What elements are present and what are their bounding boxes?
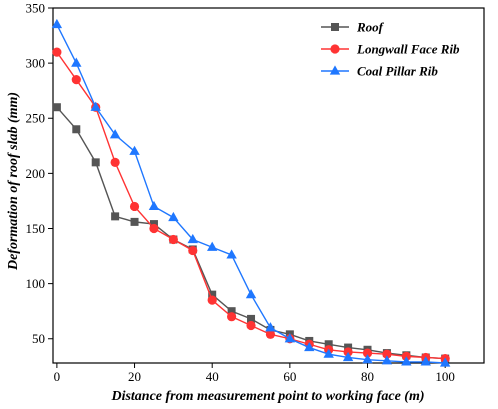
point-s2-14 bbox=[323, 348, 334, 358]
point-s1-11 bbox=[265, 329, 276, 339]
point-s2-10 bbox=[245, 289, 257, 299]
y-tick-label-1: 100 bbox=[26, 276, 46, 291]
point-s1-1 bbox=[71, 75, 81, 85]
point-s2-8 bbox=[206, 241, 218, 251]
point-s0-14 bbox=[324, 340, 333, 349]
legend-item-1: Longwall Face Rib bbox=[321, 42, 460, 57]
x-tick-label-5: 100 bbox=[435, 369, 455, 384]
legend-marker-0 bbox=[331, 23, 339, 31]
point-s0-8 bbox=[208, 290, 217, 299]
series-layer bbox=[51, 18, 451, 367]
point-s1-9 bbox=[227, 312, 237, 322]
point-s1-10 bbox=[246, 320, 256, 331]
point-s2-16 bbox=[362, 354, 373, 364]
legend-label-0: Roof bbox=[356, 20, 385, 35]
y-tick-label-4: 250 bbox=[26, 111, 46, 126]
legend-item-2: Coal Pillar Rib bbox=[321, 64, 438, 79]
y-tick-label-3: 200 bbox=[26, 166, 46, 181]
y-tick-label-2: 150 bbox=[26, 221, 46, 236]
point-s2-18 bbox=[401, 356, 412, 366]
point-s2-19 bbox=[420, 356, 431, 366]
point-s2-6 bbox=[168, 211, 179, 222]
point-s1-16 bbox=[362, 348, 373, 358]
point-s1-4 bbox=[129, 201, 140, 212]
point-s2-15 bbox=[342, 351, 354, 362]
y-tick-label-0: 50 bbox=[32, 331, 45, 346]
point-s0-9 bbox=[227, 307, 236, 316]
legend-marker-1 bbox=[330, 44, 340, 54]
point-s2-2 bbox=[90, 101, 101, 111]
series-line-1 bbox=[56, 51, 446, 360]
point-s0-2 bbox=[91, 158, 100, 167]
x-tick-label-3: 60 bbox=[283, 369, 296, 384]
point-s2-4 bbox=[129, 145, 140, 155]
y-tick-label-5: 300 bbox=[26, 56, 46, 71]
point-s2-9 bbox=[226, 249, 237, 259]
legend: Roof Longwall Face Rib Coal Pillar Rib bbox=[321, 20, 460, 79]
axes: 0 20 40 60 80 100 50 100 150 200 250 300 350 bbox=[26, 1, 485, 384]
point-s1-3 bbox=[110, 157, 120, 167]
point-s0-4 bbox=[130, 217, 139, 226]
point-s2-13 bbox=[304, 341, 315, 352]
point-s2-11 bbox=[265, 322, 276, 332]
point-s1-0 bbox=[52, 47, 62, 57]
x-tick-label-4: 80 bbox=[361, 369, 374, 384]
legend-label-1: Longwall Face Rib bbox=[356, 42, 460, 57]
plot-frame bbox=[52, 7, 485, 364]
y-tick-label-6: 350 bbox=[26, 1, 46, 16]
point-s2-17 bbox=[381, 355, 393, 365]
series-1 bbox=[52, 47, 450, 364]
point-s1-5 bbox=[149, 223, 159, 234]
point-s0-1 bbox=[72, 125, 81, 134]
x-tick-label-0: 0 bbox=[54, 369, 61, 384]
point-s2-20 bbox=[439, 357, 451, 367]
x-tick-label-1: 20 bbox=[128, 369, 141, 384]
point-s2-0 bbox=[51, 18, 63, 29]
point-s1-17 bbox=[382, 349, 392, 359]
point-s2-12 bbox=[284, 333, 296, 343]
point-s1-7 bbox=[188, 245, 198, 256]
point-s0-10 bbox=[247, 314, 256, 323]
legend-item-0: Roof bbox=[321, 20, 385, 35]
point-s0-0 bbox=[52, 103, 61, 112]
x-tick-label-2: 40 bbox=[206, 369, 219, 384]
point-s1-8 bbox=[207, 295, 217, 305]
legend-label-2: Coal Pillar Rib bbox=[357, 64, 438, 79]
point-s0-3 bbox=[111, 212, 120, 221]
point-s2-1 bbox=[71, 57, 82, 67]
point-s2-3 bbox=[109, 129, 121, 139]
point-s1-6 bbox=[168, 234, 178, 245]
y-axis-title: Deformation of roof slab (mm) bbox=[6, 92, 21, 271]
point-s2-7 bbox=[187, 233, 198, 244]
x-axis-title: Distance from measurement point to worki… bbox=[110, 389, 424, 404]
series-2 bbox=[51, 18, 451, 367]
point-s2-5 bbox=[148, 200, 160, 211]
legend-marker-2 bbox=[329, 65, 341, 75]
